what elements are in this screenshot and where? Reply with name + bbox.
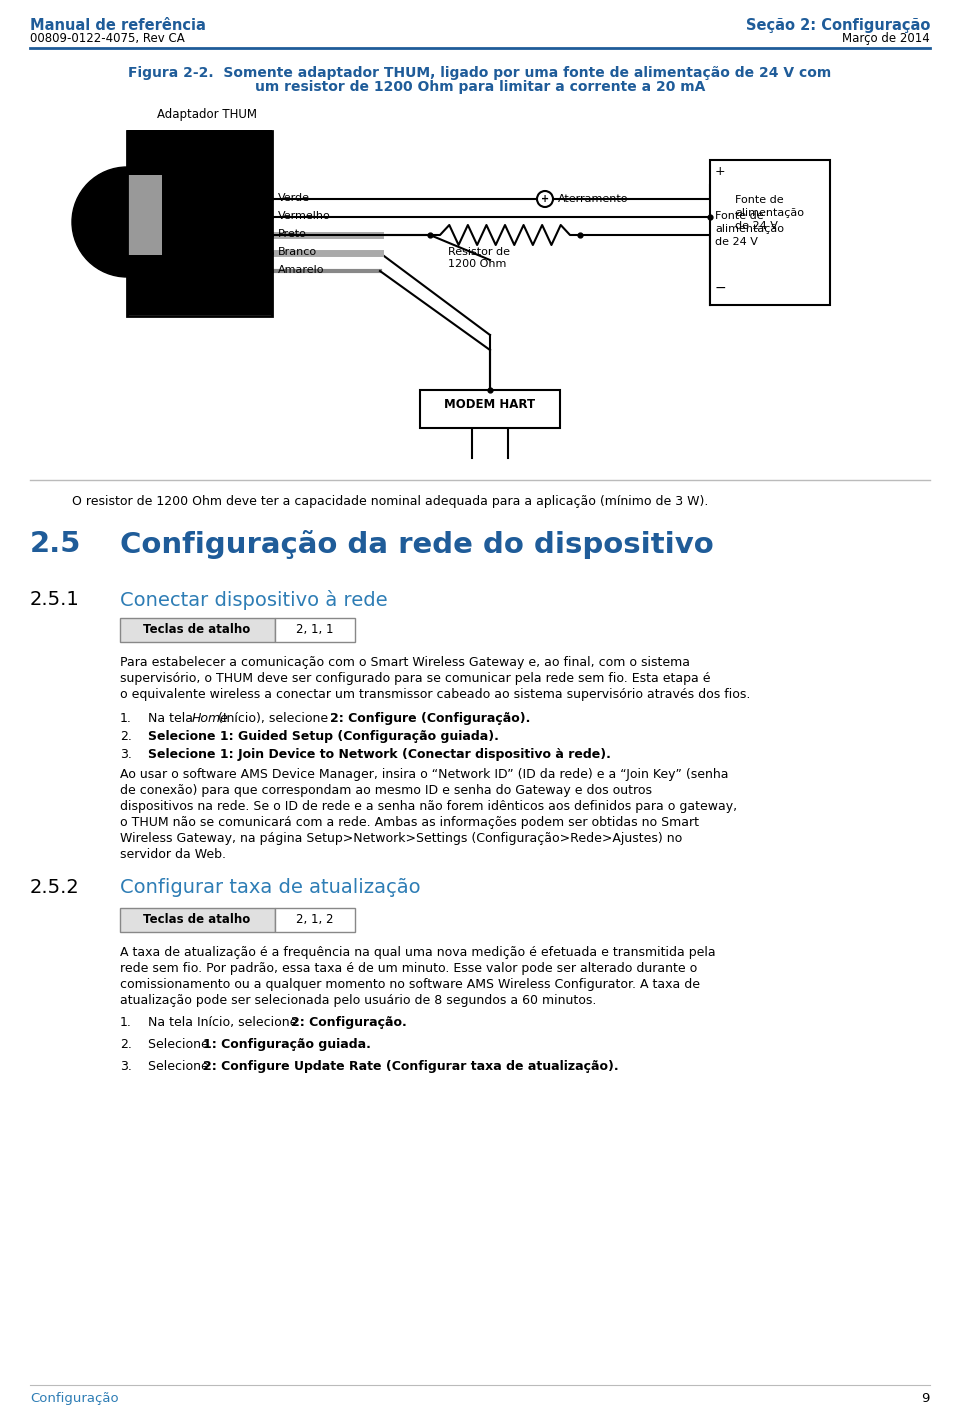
Text: Selecione: Selecione [148,1060,213,1073]
Text: 2: Configure (Configuração).: 2: Configure (Configuração). [329,712,530,725]
Bar [420,391,560,429]
Text: 2, 1, 2: 2, 1, 2 [297,914,334,926]
Text: 2.5: 2.5 [30,530,82,558]
Text: Fonte de
alimentação
de 24 V: Fonte de alimentação de 24 V [735,195,804,231]
Text: 00809-0122-4075, Rev CA: 00809-0122-4075, Rev CA [30,32,184,45]
Text: Home: Home [192,712,228,725]
Text: 2: Configuração.: 2: Configuração. [291,1017,407,1029]
Text: comissionamento ou a qualquer momento no software AMS Wireless Configurator. A t: comissionamento ou a qualquer momento no… [120,979,700,991]
Text: 3.: 3. [120,1060,132,1073]
Text: Branco: Branco [278,247,317,257]
Text: Março de 2014: Março de 2014 [842,32,930,45]
Text: Teclas de atalho: Teclas de atalho [143,623,251,636]
Text: 1: Configuração guiada.: 1: Configuração guiada. [203,1038,371,1050]
Text: 9: 9 [922,1392,930,1404]
Text: Selecione 1: Guided Setup (Configuração guiada).: Selecione 1: Guided Setup (Configuração … [148,730,499,743]
Text: 2.5.1: 2.5.1 [30,589,80,609]
Bar [120,908,275,932]
Text: Configuração: Configuração [30,1392,119,1404]
Text: MODEM HART: MODEM HART [444,398,536,410]
Bar [120,618,275,642]
Text: o equivalente wireless a conectar um transmissor cabeado ao sistema supervisório: o equivalente wireless a conectar um tra… [120,688,751,701]
Wedge shape [72,166,127,276]
Text: 2.: 2. [120,730,132,743]
Text: (Início), selecione: (Início), selecione [214,712,332,725]
Circle shape [537,190,553,207]
Bar [275,618,355,642]
Text: Na tela: Na tela [148,712,197,725]
Text: de conexão) para que correspondam ao mesmo ID e senha do Gateway e dos outros: de conexão) para que correspondam ao mes… [120,784,652,797]
Text: Selecione 1: Join Device to Network (Conectar dispositivo à rede).: Selecione 1: Join Device to Network (Con… [148,747,611,761]
Bar [710,159,830,305]
Text: Para estabelecer a comunicação com o Smart Wireless Gateway e, ao final, com o s: Para estabelecer a comunicação com o Sma… [120,656,690,668]
Text: atualização pode ser selecionada pelo usuário de 8 segundos a 60 minutos.: atualização pode ser selecionada pelo us… [120,994,596,1007]
Text: 2.: 2. [120,1038,132,1050]
Bar [127,175,162,255]
Text: dispositivos na rede. Se o ID de rede e a senha não forem idênticos aos definido: dispositivos na rede. Se o ID de rede e … [120,799,737,814]
Text: 1.: 1. [120,712,132,725]
Text: Amarelo: Amarelo [278,265,324,275]
Text: 2, 1, 1: 2, 1, 1 [297,623,334,636]
Text: 2: Configure Update Rate (Configurar taxa de atualização).: 2: Configure Update Rate (Configurar tax… [203,1060,618,1073]
Text: 2.5.2: 2.5.2 [30,878,80,897]
Text: Manual de referência: Manual de referência [30,18,205,32]
Text: O resistor de 1200 Ohm deve ter a capacidade nominal adequada para a aplicação (: O resistor de 1200 Ohm deve ter a capaci… [72,495,708,508]
Text: Seção 2: Configuração: Seção 2: Configuração [746,18,930,32]
Text: supervisório, o THUM deve ser configurado para se comunicar pela rede sem fio. E: supervisório, o THUM deve ser configurad… [120,673,710,685]
Text: Preto: Preto [278,228,307,240]
Text: 1.: 1. [120,1017,132,1029]
Text: −: − [715,281,727,295]
Text: rede sem fio. Por padrão, essa taxa é de um minuto. Esse valor pode ser alterado: rede sem fio. Por padrão, essa taxa é de… [120,962,697,974]
Text: Configurar taxa de atualização: Configurar taxa de atualização [120,878,420,897]
Text: Wireless Gateway, na página Setup>Network>Settings (Configuração>Rede>Ajustes) n: Wireless Gateway, na página Setup>Networ… [120,832,683,845]
Text: Adaptador THUM: Adaptador THUM [157,109,257,121]
Text: A taxa de atualização é a frequência na qual uma nova medição é efetuada e trans: A taxa de atualização é a frequência na … [120,946,715,959]
Bar [127,130,272,314]
Text: Selecione: Selecione [148,1038,213,1050]
Text: Ao usar o software AMS Device Manager, insira o “Network ID” (ID da rede) e a “J: Ao usar o software AMS Device Manager, i… [120,768,729,781]
Text: o THUM não se comunicará com a rede. Ambas as informações podem ser obtidas no S: o THUM não se comunicará com a rede. Amb… [120,816,699,829]
Text: +: + [540,195,549,204]
Text: Resistor de
1200 Ohm: Resistor de 1200 Ohm [448,247,510,269]
Text: Verde: Verde [278,193,310,203]
Bar [275,908,355,932]
Text: Fonte de
alimentação
de 24 V: Fonte de alimentação de 24 V [715,212,784,247]
Text: Vermelho: Vermelho [278,212,331,221]
Text: Conectar dispositivo à rede: Conectar dispositivo à rede [120,589,388,611]
Text: Teclas de atalho: Teclas de atalho [143,914,251,926]
Text: 3.: 3. [120,747,132,761]
Text: um resistor de 1200 Ohm para limitar a corrente a 20 mA: um resistor de 1200 Ohm para limitar a c… [254,80,706,94]
Text: Figura 2-2.  Somente adaptador THUM, ligado por uma fonte de alimentação de 24 V: Figura 2-2. Somente adaptador THUM, liga… [129,66,831,80]
Text: servidor da Web.: servidor da Web. [120,847,226,862]
Text: Na tela Início, selecione: Na tela Início, selecione [148,1017,301,1029]
Text: Configuração da rede do dispositivo: Configuração da rede do dispositivo [120,530,713,558]
Text: +: + [715,165,726,178]
Text: Aterramento: Aterramento [558,195,629,204]
